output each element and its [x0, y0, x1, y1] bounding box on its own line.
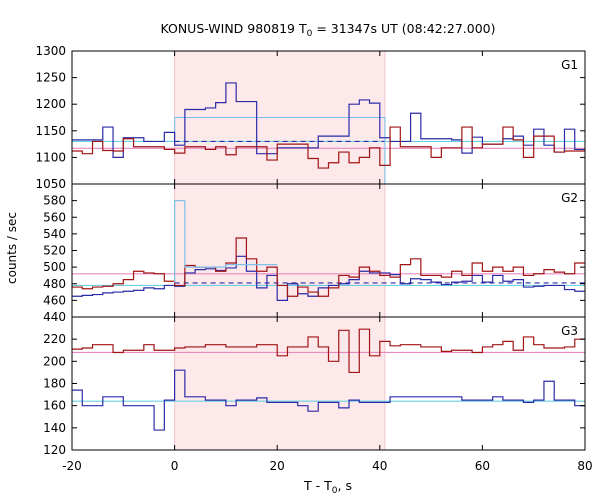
x-label-main: T - T [303, 478, 332, 493]
figure-title: KONUS-WIND 980819 T0 = 31347s UT (08:42:… [160, 21, 495, 39]
y-tick-label-g2: 560 [43, 210, 66, 224]
panel-plot-area-g3 [72, 317, 585, 450]
x-tick-label: 60 [475, 459, 490, 473]
series-step-line-g3-1 [72, 369, 585, 431]
panel-plot-area-g2 [72, 184, 585, 317]
panels-group: 105011001150120012501300G144046048050052… [35, 44, 592, 473]
y-tick-label-g1: 1250 [35, 71, 66, 85]
y-tick-label-g3: 160 [43, 399, 66, 413]
x-label-unit: , s [338, 478, 352, 493]
y-tick-label-g2: 580 [43, 194, 66, 208]
y-tick-label-g2: 540 [43, 227, 66, 241]
x-tick-label: 20 [270, 459, 285, 473]
series-step-line-g2-3 [174, 200, 278, 283]
x-tick-label: 0 [171, 459, 179, 473]
panel-plot-area-g1 [72, 51, 585, 184]
x-axis-label: T - T0, s [303, 478, 352, 496]
y-tick-label-g2: 520 [43, 244, 66, 258]
x-tick-label: 80 [577, 459, 592, 473]
series-step-line-g2-2 [72, 237, 585, 297]
panel-label-g1: G1 [561, 58, 578, 72]
y-tick-label-g3: 180 [43, 377, 66, 391]
y-tick-label-g2: 500 [43, 260, 66, 274]
y-tick-label-g1: 1050 [35, 177, 66, 191]
panel-g3: 120 140 160 180 200 220 G3 -20 0 20 40 60 80 [43, 316, 593, 473]
title-t0-subscript: 0 [307, 29, 313, 39]
panel-g1: 1050 1100 1150 1200 1250 1300 G1 [35, 44, 586, 191]
x-label-subscript: 0 [332, 486, 338, 496]
y-axis-label: counts / sec [5, 212, 19, 284]
panel-label-g3: G3 [561, 324, 578, 338]
y-tick-label-g1: 1200 [35, 97, 66, 111]
series-step-line-g1-2 [72, 126, 585, 169]
y-tick-label-g1: 1100 [35, 150, 66, 164]
x-tick-label: 40 [372, 459, 387, 473]
y-tick-label-g3: 120 [43, 443, 66, 457]
title-rest: = 31347s UT (08:42:27.000) [312, 21, 495, 36]
y-tick-label-g1: 1150 [35, 124, 66, 138]
y-tick-label-g3: 140 [43, 421, 66, 435]
y-tick-label-g1: 1300 [35, 44, 66, 58]
title-main: KONUS-WIND 980819 T [160, 21, 306, 36]
series-step-line-g3-2 [72, 328, 585, 374]
shaded-interval-g2 [174, 184, 385, 317]
y-tick-label-g2: 460 [43, 293, 66, 307]
y-tick-label-g2: 440 [43, 310, 66, 324]
panel-g2: 440 460 480 500 520 540 560 580 G2 [43, 183, 586, 324]
series-step-line-g2-1 [72, 255, 585, 301]
x-tick-label: -20 [62, 459, 82, 473]
y-tick-label-g3: 200 [43, 354, 66, 368]
interval-level-line-g1 [174, 116, 386, 184]
y-tick-label-g2: 480 [43, 277, 66, 291]
panel-label-g2: G2 [561, 191, 578, 205]
y-tick-label-g3: 220 [43, 332, 66, 346]
shaded-interval-g3 [174, 317, 385, 450]
